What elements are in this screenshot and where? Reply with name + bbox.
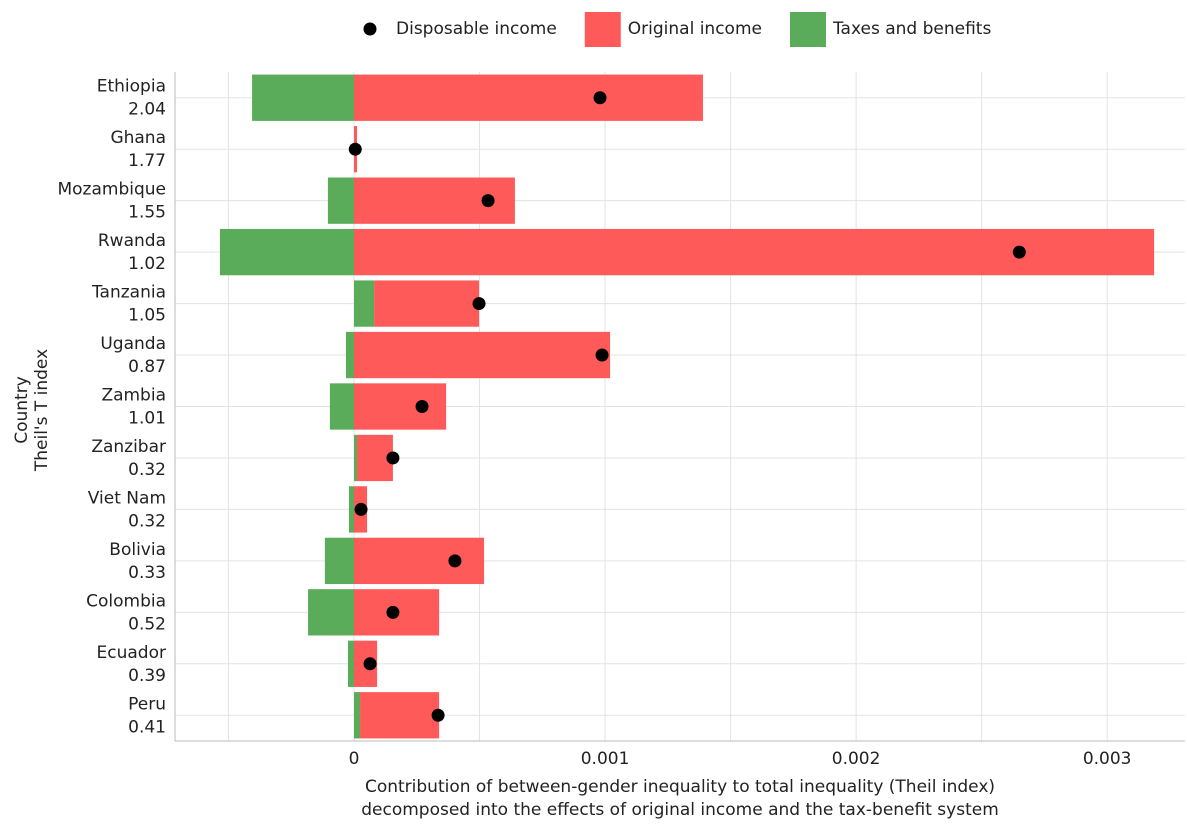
point — [415, 400, 429, 413]
y-tick-sublabel: 1.01 — [128, 409, 166, 429]
y-tick-label: Bolivia — [109, 540, 166, 560]
y-tick-sublabel: 0.41 — [128, 717, 166, 737]
bar — [324, 537, 355, 585]
point — [363, 657, 377, 671]
bar — [354, 537, 485, 585]
y-tick-sublabel: 0.87 — [128, 357, 166, 377]
bar — [354, 74, 703, 121]
y-tick-sublabel: 0.52 — [128, 614, 166, 634]
x-tick-label: 0 — [349, 749, 360, 769]
x-tick-label: 0.003 — [1083, 749, 1132, 769]
legend-label: Taxes and benefits — [832, 19, 991, 39]
bar — [327, 177, 355, 224]
bar — [354, 228, 1155, 276]
y-tick-label: Zanzibar — [91, 437, 166, 457]
y-tick-label: Ethiopia — [97, 77, 166, 97]
legend-label: Original income — [628, 19, 762, 39]
x-tick-label: 0.001 — [581, 749, 630, 769]
y-tick-sublabel: 1.05 — [128, 306, 166, 326]
point — [1012, 245, 1026, 259]
x-axis-title: Contribution of between-gender inequalit… — [365, 777, 995, 797]
y-tick-label: Rwanda — [98, 231, 166, 251]
y-tick-sublabel: 0.32 — [128, 460, 166, 480]
y-tick-label: Zambia — [101, 386, 166, 406]
point — [386, 605, 400, 619]
y-tick-label: Mozambique — [57, 180, 166, 200]
legend-label: Disposable income — [396, 19, 557, 39]
y-tick-sublabel: 0.32 — [128, 511, 166, 531]
bar — [354, 692, 361, 739]
y-axis-title: Country — [12, 376, 32, 444]
point — [593, 91, 607, 105]
bar — [360, 692, 440, 739]
bar — [354, 331, 611, 379]
point — [348, 142, 362, 156]
y-tick-label: Viet Nam — [88, 488, 166, 508]
point — [481, 194, 495, 208]
bar — [354, 280, 375, 327]
bar — [374, 280, 480, 327]
y-tick-sublabel: 1.77 — [128, 151, 166, 171]
bar — [252, 74, 355, 121]
y-tick-label: Uganda — [100, 334, 166, 354]
legend-marker — [584, 12, 621, 47]
legend-marker — [789, 12, 826, 47]
bar — [329, 383, 355, 430]
y-tick-label: Tanzania — [91, 283, 166, 303]
bar — [345, 331, 355, 379]
x-axis-title: decomposed into the effects of original … — [361, 800, 999, 820]
point — [595, 348, 609, 362]
y-tick-label: Ecuador — [97, 643, 166, 663]
y-tick-sublabel: 1.55 — [128, 203, 166, 223]
x-tick-label: 0.002 — [832, 749, 881, 769]
y-axis-title: Theil's T index — [32, 349, 52, 472]
point — [386, 451, 400, 465]
y-tick-label: Ghana — [110, 128, 166, 148]
y-tick-sublabel: 0.33 — [128, 563, 166, 583]
bar — [354, 383, 447, 430]
legend-marker — [363, 22, 377, 36]
bar — [348, 486, 355, 533]
y-tick-label: Peru — [128, 694, 166, 714]
y-tick-label: Colombia — [86, 591, 166, 611]
point — [448, 554, 462, 568]
point — [431, 708, 445, 722]
point — [472, 297, 486, 311]
bar — [308, 589, 355, 636]
bar — [347, 640, 355, 687]
bar — [219, 228, 355, 276]
point — [354, 502, 368, 516]
y-tick-sublabel: 0.39 — [128, 666, 166, 686]
bar — [354, 434, 358, 482]
y-tick-sublabel: 2.04 — [128, 100, 166, 120]
y-tick-sublabel: 1.02 — [128, 254, 166, 274]
